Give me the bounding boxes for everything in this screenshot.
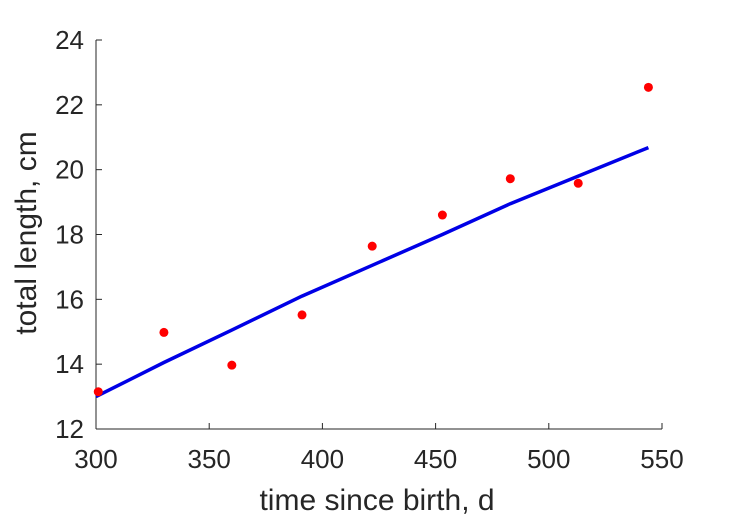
x-tick-label: 500	[527, 444, 570, 474]
y-tick-label: 18	[55, 220, 84, 250]
x-tick-label: 300	[74, 444, 117, 474]
y-tick-label: 24	[55, 25, 84, 55]
y-axis: 12 14 16 18 20 22 24	[55, 25, 102, 444]
data-point	[93, 387, 103, 397]
data-point	[297, 310, 307, 320]
data-point	[227, 360, 237, 370]
series-layer	[93, 82, 653, 399]
x-axis-title: time since birth, d	[259, 484, 494, 517]
y-tick-label: 20	[55, 155, 84, 185]
x-tick-label: 400	[301, 444, 344, 474]
data-point	[159, 327, 169, 337]
x-axis: 300 350 400 450 500 550	[74, 423, 684, 474]
y-tick-label: 14	[55, 349, 84, 379]
data-point	[437, 210, 447, 220]
x-tick-label: 350	[188, 444, 231, 474]
fit-line	[95, 145, 650, 399]
y-axis-title: total length, cm	[10, 131, 43, 334]
data-point	[367, 241, 377, 251]
data-point	[505, 174, 515, 184]
data-point	[643, 82, 653, 92]
y-tick-label: 22	[55, 90, 84, 120]
y-tick-label: 16	[55, 284, 84, 314]
x-tick-label: 550	[640, 444, 683, 474]
data-point	[573, 178, 583, 188]
y-tick-label: 12	[55, 414, 84, 444]
x-tick-label: 450	[414, 444, 457, 474]
